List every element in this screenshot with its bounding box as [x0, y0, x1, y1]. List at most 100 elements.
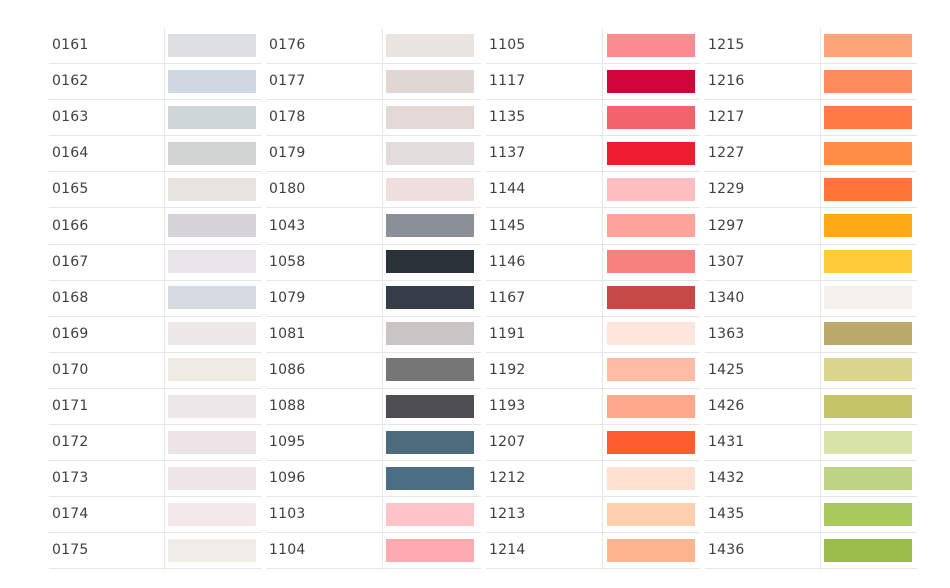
color-code: 0170: [52, 361, 89, 378]
color-swatch: [824, 358, 912, 382]
color-swatch: [386, 214, 474, 238]
column-divider: [164, 28, 165, 570]
color-swatch: [607, 466, 695, 490]
color-code: 1436: [708, 542, 745, 559]
color-column-4: 1215 1216 1217 1227 1229 1297 1307 1340 1363 1425…: [705, 28, 917, 570]
color-swatch: [607, 214, 695, 238]
color-row: 1207: [486, 425, 700, 462]
color-swatch: [824, 502, 912, 526]
color-swatch: [607, 69, 695, 93]
color-swatch: [168, 250, 256, 274]
color-row: 1058: [266, 245, 481, 281]
color-swatch: [386, 286, 474, 310]
color-row: 1363: [705, 317, 917, 353]
color-row: 1215: [705, 28, 917, 65]
color-swatch: [824, 177, 912, 201]
color-swatch: [168, 286, 256, 310]
color-swatch: [386, 538, 474, 562]
color-row: 1216: [705, 64, 917, 101]
color-code: 1135: [489, 109, 526, 126]
color-row: 1431: [705, 425, 917, 462]
color-swatch: [168, 141, 256, 165]
color-code: 0174: [52, 506, 89, 523]
color-row: 1227: [705, 136, 917, 173]
color-swatch: [607, 33, 695, 57]
color-swatch: [824, 214, 912, 238]
color-column-1: 0161 0162 0163 0164 0165 0166 0167 0168 0169 0170…: [49, 28, 262, 570]
color-row: 0162: [49, 64, 262, 101]
color-code: 1105: [489, 37, 526, 54]
color-code: 1079: [269, 289, 306, 306]
color-swatch: [386, 33, 474, 57]
color-swatch: [168, 69, 256, 93]
color-row: 0167: [49, 245, 262, 281]
color-row: 1191: [486, 317, 700, 353]
color-code: 1088: [269, 398, 306, 415]
color-row: 0175: [49, 533, 262, 570]
color-swatch: [607, 322, 695, 346]
color-swatch: [386, 466, 474, 490]
color-swatch: [386, 105, 474, 129]
color-swatch: [824, 33, 912, 57]
color-row: 0171: [49, 389, 262, 426]
color-row: 1104: [266, 533, 481, 570]
color-swatch: [824, 286, 912, 310]
color-swatch: [607, 105, 695, 129]
color-row: 1192: [486, 353, 700, 389]
color-code: 1096: [269, 470, 306, 487]
color-column-2: 0176 0177 0178 0179 0180 1043 1058 1079 1081 1086…: [266, 28, 481, 570]
color-code: 1043: [269, 217, 306, 234]
column-divider: [382, 28, 383, 570]
color-row: 1135: [486, 100, 700, 137]
color-code: 1425: [708, 361, 745, 378]
color-code: 1086: [269, 361, 306, 378]
color-row: 0176: [266, 28, 481, 65]
color-code: 1227: [708, 145, 745, 162]
color-swatch: [168, 322, 256, 346]
color-row: 0178: [266, 100, 481, 137]
color-code: 1081: [269, 325, 306, 342]
color-swatch: [607, 286, 695, 310]
color-row: 1340: [705, 281, 917, 317]
color-row: 1193: [486, 389, 700, 426]
color-row: 1436: [705, 533, 917, 570]
color-row: 1043: [266, 209, 481, 245]
color-code: 0168: [52, 289, 89, 306]
color-row: 1146: [486, 245, 700, 281]
color-swatch: [824, 105, 912, 129]
color-swatch: [824, 466, 912, 490]
color-row: 1432: [705, 461, 917, 498]
color-code: 0166: [52, 217, 89, 234]
color-swatch: [168, 394, 256, 418]
color-row: 1212: [486, 461, 700, 498]
color-row: 0165: [49, 172, 262, 209]
color-code: 0176: [269, 37, 306, 54]
color-swatch: [607, 394, 695, 418]
color-swatch: [168, 33, 256, 57]
color-row: 0174: [49, 497, 262, 534]
color-row: 0177: [266, 64, 481, 101]
color-code: 1103: [269, 506, 306, 523]
color-swatch: [824, 69, 912, 93]
color-swatch: [824, 322, 912, 346]
color-row: 1214: [486, 533, 700, 570]
color-swatch: [386, 502, 474, 526]
color-code: 0180: [269, 181, 306, 198]
color-swatch: [607, 502, 695, 526]
color-row: 1103: [266, 497, 481, 534]
color-code: 1213: [489, 506, 526, 523]
color-row: 0168: [49, 281, 262, 317]
color-swatch: [607, 430, 695, 454]
color-swatch: [386, 358, 474, 382]
color-code: 1117: [489, 73, 526, 90]
color-code: 0171: [52, 398, 89, 415]
color-swatch: [824, 394, 912, 418]
color-swatch: [386, 141, 474, 165]
color-code: 1340: [708, 289, 745, 306]
color-code: 0175: [52, 542, 89, 559]
color-row: 0172: [49, 425, 262, 462]
color-code: 1058: [269, 253, 306, 270]
color-swatch: [824, 141, 912, 165]
color-row: 0169: [49, 317, 262, 353]
